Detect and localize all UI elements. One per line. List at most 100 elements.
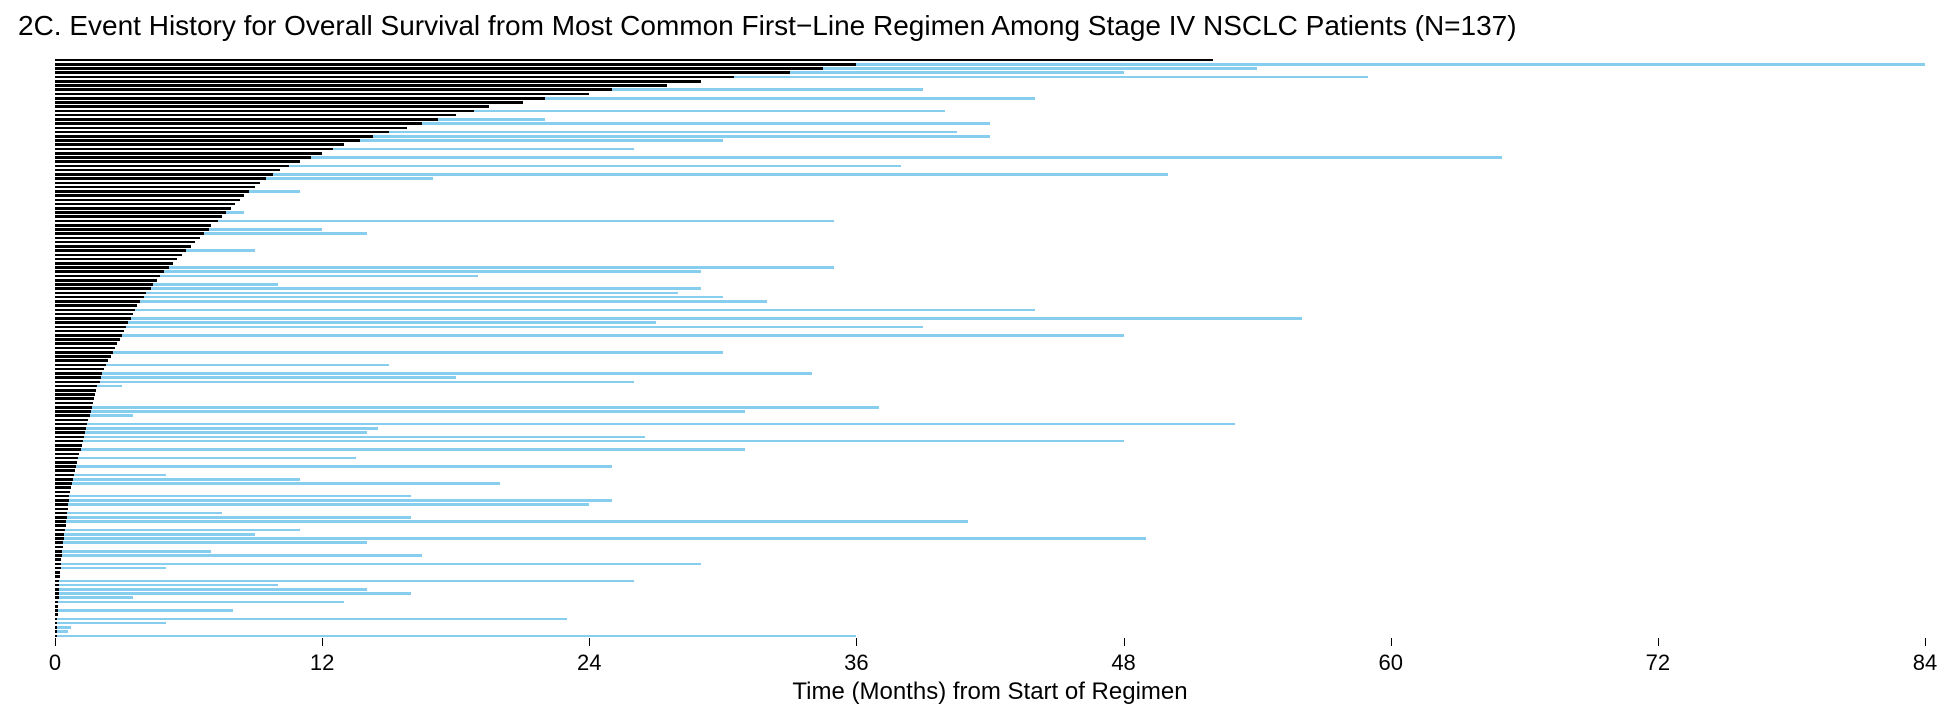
treatment-segment (55, 169, 280, 172)
treatment-segment (55, 347, 115, 350)
treatment-segment (55, 571, 60, 574)
treatment-segment (55, 224, 211, 227)
followup-segment (273, 173, 1168, 176)
followup-segment (69, 499, 612, 502)
followup-segment (59, 588, 367, 591)
followup-segment (59, 592, 411, 595)
treatment-segment (55, 317, 131, 320)
followup-segment (97, 385, 121, 388)
followup-segment (92, 406, 879, 409)
treatment-segment (55, 495, 69, 498)
treatment-segment (55, 71, 790, 74)
treatment-segment (55, 499, 69, 502)
followup-segment (209, 228, 323, 231)
treatment-segment (55, 211, 226, 214)
followup-segment (140, 300, 768, 303)
treatment-segment (55, 613, 58, 616)
followup-segment (823, 67, 1257, 70)
followup-segment (72, 482, 501, 485)
treatment-segment (55, 194, 244, 197)
followup-segment (289, 165, 901, 168)
treatment-segment (55, 592, 59, 595)
followup-segment (78, 457, 355, 460)
treatment-segment (55, 355, 111, 358)
treatment-segment (55, 584, 59, 587)
followup-segment (333, 148, 634, 151)
swimmer-bars (55, 58, 1925, 638)
treatment-segment (55, 76, 734, 79)
followup-segment (389, 131, 957, 134)
followup-segment (128, 321, 656, 324)
treatment-segment (55, 338, 120, 341)
followup-segment (91, 410, 746, 413)
treatment-segment (55, 152, 322, 155)
treatment-segment (55, 431, 85, 434)
treatment-segment (55, 330, 124, 333)
followup-segment (612, 88, 924, 91)
treatment-segment (55, 393, 95, 396)
x-tick (1124, 638, 1125, 646)
treatment-segment (55, 376, 101, 379)
followup-segment (204, 232, 367, 235)
treatment-segment (55, 410, 91, 413)
treatment-segment (55, 237, 200, 240)
treatment-segment (55, 110, 474, 113)
treatment-segment (55, 567, 61, 570)
followup-segment (58, 601, 344, 604)
followup-segment (266, 177, 433, 180)
followup-segment (57, 618, 567, 621)
followup-segment (160, 275, 478, 278)
treatment-segment (55, 453, 79, 456)
followup-segment (57, 630, 69, 633)
treatment-segment (55, 114, 456, 117)
treatment-segment (55, 309, 135, 312)
treatment-segment (55, 275, 160, 278)
x-tick-label: 72 (1646, 650, 1670, 676)
followup-segment (169, 266, 835, 269)
treatment-segment (55, 186, 255, 189)
treatment-segment (55, 406, 92, 409)
treatment-segment (55, 389, 96, 392)
treatment-segment (55, 326, 126, 329)
followup-segment (57, 635, 857, 638)
treatment-segment (55, 351, 113, 354)
followup-segment (81, 448, 746, 451)
treatment-segment (55, 461, 77, 464)
treatment-segment (55, 101, 523, 104)
treatment-segment (55, 84, 667, 87)
followup-segment (57, 626, 71, 629)
followup-segment (186, 249, 255, 252)
followup-segment (64, 537, 1146, 540)
treatment-segment (55, 516, 67, 519)
followup-segment (113, 351, 723, 354)
treatment-segment (55, 177, 266, 180)
treatment-segment (55, 423, 87, 426)
treatment-segment (55, 287, 151, 290)
treatment-segment (55, 63, 856, 66)
treatment-segment (55, 601, 58, 604)
followup-segment (100, 381, 634, 384)
treatment-segment (55, 419, 88, 422)
followup-segment (218, 220, 835, 223)
followup-segment (57, 622, 166, 625)
x-tick (589, 638, 590, 646)
treatment-segment (55, 207, 231, 210)
x-tick (1925, 638, 1926, 646)
treatment-segment (55, 444, 82, 447)
treatment-segment (55, 508, 68, 511)
followup-segment (226, 211, 244, 214)
treatment-segment (55, 258, 177, 261)
treatment-segment (55, 414, 90, 417)
treatment-segment (55, 173, 273, 176)
treatment-segment (55, 588, 59, 591)
followup-segment (67, 516, 412, 519)
followup-segment (90, 414, 133, 417)
followup-segment (102, 372, 812, 375)
followup-segment (249, 190, 300, 193)
treatment-segment (55, 80, 701, 83)
followup-segment (61, 567, 167, 570)
treatment-segment (55, 618, 57, 621)
x-tick-label: 12 (310, 650, 334, 676)
treatment-segment (55, 270, 164, 273)
followup-segment (144, 296, 723, 299)
